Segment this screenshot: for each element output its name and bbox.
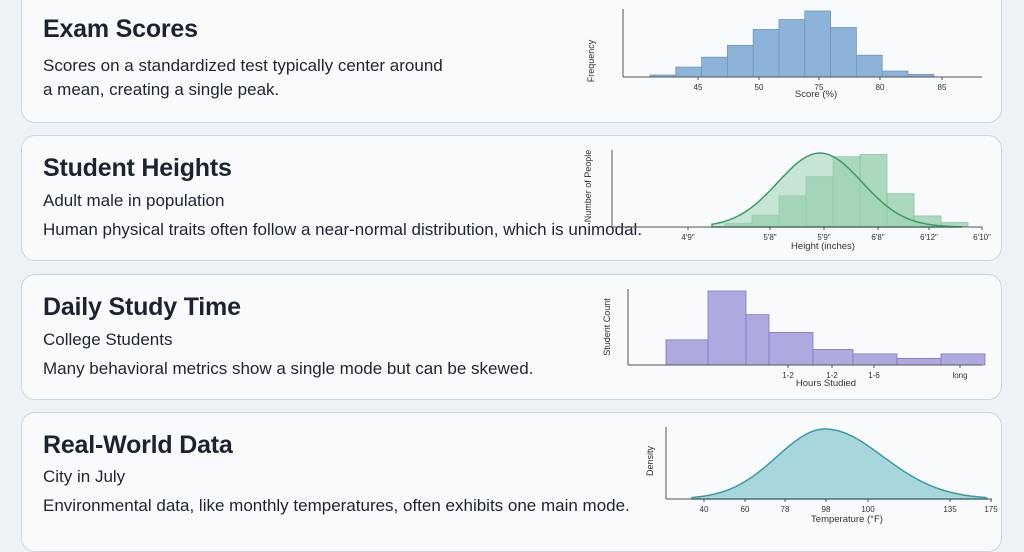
y-axis-label: Number of People	[583, 150, 593, 223]
y-axis-label: Frequency	[586, 39, 596, 82]
x-tick-label: 5'8"	[763, 233, 776, 242]
card-description: Scores on a standardized test typically …	[43, 56, 443, 99]
x-tick-label: 6'8"	[871, 233, 884, 242]
x-axis-label: Score (%)	[795, 89, 837, 100]
histogram-bar	[812, 349, 854, 366]
histogram-bar	[778, 19, 806, 78]
histogram-bar	[855, 54, 883, 78]
x-tick-label: 45	[694, 83, 703, 92]
x-tick-label: 85	[938, 83, 947, 92]
x-tick-label: 50	[755, 83, 764, 92]
temperature-density-chart: Density 40 60 78 98 100 135 175 Temperature (°…	[645, 427, 998, 525]
card-title: Real-World Data	[43, 431, 233, 459]
student-heights-card: Student Heights Adult male in population…	[21, 135, 1002, 261]
x-tick-label: 6'12"	[920, 233, 938, 242]
x-tick-label: 78	[781, 505, 790, 514]
x-tick-label: 80	[876, 83, 885, 92]
x-tick-label: 1-2	[782, 371, 794, 380]
card-subtitle: Adult male in population	[43, 191, 225, 210]
x-tick-label: 6'10"	[973, 233, 991, 242]
student-heights-histogram: Number of People 4'9" 5'8" 5'9" 6'8" 6'12" 6'…	[583, 150, 991, 252]
exam-scores-card: Exam Scores Scores on a standardized tes…	[21, 0, 1002, 123]
card-description: Many behavioral metrics show a single mo…	[43, 359, 534, 378]
x-tick-label: 100	[861, 505, 875, 514]
study-time-histogram: Student Count 1-2 1-2 1-6 long Hours Studie…	[602, 289, 986, 389]
histogram-bar	[804, 10, 832, 78]
histogram-bar	[896, 357, 942, 366]
x-axis-label: Hours Studied	[796, 378, 856, 389]
x-axis-label: Height (inches)	[791, 241, 855, 252]
x-axis-label: Temperature (°F)	[811, 514, 883, 525]
x-tick-label: 175	[984, 505, 998, 514]
x-tick-label: long	[952, 371, 967, 380]
x-tick-label: 5'9"	[817, 233, 830, 242]
histogram-bar	[940, 353, 986, 366]
y-axis-label: Density	[645, 445, 655, 476]
card-title: Exam Scores	[43, 15, 198, 43]
card-description: Human physical traits often follow a nea…	[43, 220, 643, 239]
histogram-bar	[852, 353, 898, 366]
histogram-bar	[665, 339, 709, 366]
normal-curve	[711, 152, 963, 228]
x-tick-label: 1-6	[868, 371, 880, 380]
card-subtitle: City in July	[43, 467, 126, 486]
daily-study-time-card: Daily Study Time College Students Many b…	[21, 274, 1002, 400]
card-subtitle: College Students	[43, 330, 173, 349]
histogram-bar	[701, 56, 728, 78]
card-title: Daily Study Time	[43, 293, 241, 321]
exam-scores-histogram: Frequency 45 50 75 80 85 Score (%)	[586, 9, 982, 100]
x-tick-label: 40	[700, 505, 709, 514]
histogram-bar	[726, 44, 754, 78]
histogram-bar	[830, 27, 857, 78]
histogram-bar	[768, 332, 814, 366]
real-world-data-card: Real-World Data City in July Environment…	[21, 412, 1002, 552]
density-curve	[691, 428, 989, 500]
histogram-bar	[881, 70, 909, 78]
x-tick-label: 60	[741, 505, 750, 514]
x-tick-label: 1-2	[826, 371, 838, 380]
y-axis-label: Student Count	[602, 298, 612, 356]
histogram-bar	[752, 29, 780, 78]
x-tick-label: 98	[822, 505, 831, 514]
histogram-bar	[745, 314, 770, 366]
histogram-bar	[707, 290, 747, 366]
x-tick-label: 75	[815, 83, 824, 92]
card-description: Environmental data, like monthly tempera…	[43, 496, 630, 515]
card-title: Student Heights	[43, 154, 232, 182]
x-tick-label: 4'9"	[681, 233, 694, 242]
x-tick-label: 135	[943, 505, 957, 514]
histogram-bar	[675, 66, 703, 78]
